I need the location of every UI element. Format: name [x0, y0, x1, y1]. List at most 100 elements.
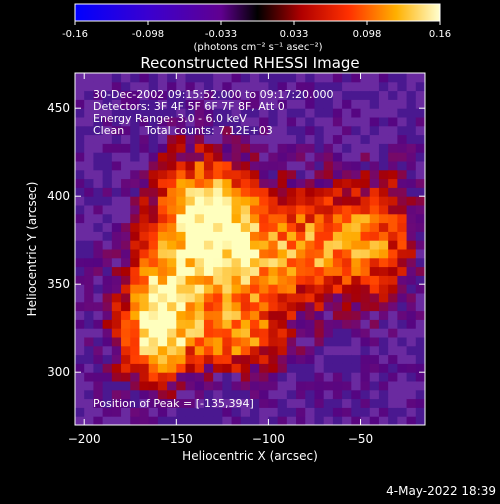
heatmap-cell — [369, 187, 380, 197]
heatmap-cell — [296, 143, 306, 153]
heatmap-cell — [176, 81, 187, 92]
heatmap-cell — [323, 99, 334, 109]
heatmap-cell — [130, 196, 140, 206]
heatmap-cell — [388, 196, 398, 206]
heatmap-cell — [102, 310, 113, 320]
colorbar-gradient — [74, 3, 441, 22]
heatmap-cell — [369, 178, 380, 188]
heatmap-cell — [157, 231, 168, 241]
heatmap-cell — [323, 328, 334, 338]
heatmap-cell — [378, 337, 389, 347]
heatmap-cell — [222, 319, 233, 329]
heatmap-cell — [369, 152, 380, 162]
heatmap-cell — [121, 196, 131, 206]
heatmap-cell — [185, 117, 196, 127]
heatmap-cell — [213, 319, 223, 329]
heatmap-cell — [314, 73, 325, 83]
heatmap-cell — [415, 99, 425, 109]
heatmap-cell — [194, 143, 205, 153]
heatmap-cell — [222, 125, 233, 136]
heatmap-cell — [111, 117, 122, 127]
heatmap-cell — [102, 354, 113, 364]
heatmap-cell — [111, 231, 122, 241]
heatmap-cell — [360, 319, 371, 329]
heatmap-cell — [121, 134, 131, 144]
heatmap-cell — [406, 407, 417, 417]
heatmap-cell — [332, 196, 343, 206]
heatmap-cell — [231, 161, 242, 171]
heatmap-cell — [121, 108, 131, 118]
heatmap-cell — [185, 187, 196, 197]
heatmap-cell — [250, 275, 260, 285]
heatmap-cell — [157, 169, 168, 180]
heatmap-cell — [157, 205, 168, 215]
heatmap-cell — [222, 187, 233, 197]
colorbar-tick-label: -0.16 — [62, 29, 88, 40]
x-tick-label: −200 — [68, 432, 101, 446]
heatmap-cell — [286, 81, 297, 92]
heatmap-cell — [148, 108, 159, 118]
heatmap-cell — [213, 284, 223, 294]
heatmap-cell — [93, 416, 104, 425]
heatmap-cell — [157, 99, 168, 109]
heatmap-cell — [93, 389, 104, 400]
heatmap-cell — [332, 398, 343, 408]
heatmap-cell — [213, 108, 223, 118]
heatmap-cell — [323, 293, 334, 303]
heatmap-cell — [176, 381, 187, 391]
heatmap-cell — [102, 143, 113, 153]
heatmap-cell — [102, 152, 113, 162]
heatmap-cell — [222, 363, 233, 373]
heatmap-cell — [351, 205, 362, 215]
heatmap-cell — [93, 222, 104, 232]
heatmap-cell — [314, 231, 325, 241]
heatmap-cell — [415, 257, 425, 268]
heatmap-cell — [268, 416, 279, 425]
heatmap-cell — [406, 161, 417, 171]
heatmap-cell — [332, 293, 343, 303]
heatmap-cell — [222, 345, 233, 356]
heatmap-cell — [167, 389, 177, 400]
heatmap-cell — [369, 363, 380, 373]
heatmap-cell — [194, 354, 205, 364]
heatmap-cell — [360, 337, 371, 347]
heatmap-cell — [222, 73, 233, 83]
heatmap-cell — [121, 249, 131, 259]
heatmap-cell — [75, 275, 85, 285]
heatmap-cell — [203, 284, 214, 294]
heatmap-cell — [342, 257, 352, 268]
heatmap-cell — [139, 284, 150, 294]
heatmap-cell — [378, 266, 389, 276]
y-tick-label: 400 — [47, 189, 70, 203]
heatmap-cell — [203, 407, 214, 417]
heatmap-cell — [130, 143, 140, 153]
heatmap-cell — [84, 187, 94, 197]
heatmap-cell — [148, 196, 159, 206]
heatmap-cell — [222, 161, 233, 171]
heatmap-cell — [259, 310, 269, 320]
heatmap-cell — [203, 222, 214, 232]
heatmap-cell — [397, 266, 408, 276]
heatmap-cell — [194, 301, 205, 312]
heatmap-cell — [167, 134, 177, 144]
heatmap-cell — [378, 389, 389, 400]
heatmap-cell — [121, 178, 131, 188]
heatmap-cell — [157, 117, 168, 127]
heatmap-cell — [240, 345, 251, 356]
heatmap-cell — [351, 249, 362, 259]
heatmap-cell — [378, 319, 389, 329]
heatmap-cell — [342, 345, 352, 356]
heatmap-cell — [415, 301, 425, 312]
heatmap-cell — [388, 143, 398, 153]
heatmap-cell — [369, 398, 380, 408]
heatmap-cell — [176, 345, 187, 356]
heatmap-cell — [102, 196, 113, 206]
heatmap-cell — [176, 284, 187, 294]
heatmap-cell — [259, 108, 269, 118]
heatmap-cell — [397, 73, 408, 83]
heatmap-cell — [139, 381, 150, 391]
heatmap-cell — [121, 293, 131, 303]
heatmap-cell — [332, 187, 343, 197]
heatmap-cell — [84, 416, 94, 425]
heatmap-cell — [231, 90, 242, 100]
